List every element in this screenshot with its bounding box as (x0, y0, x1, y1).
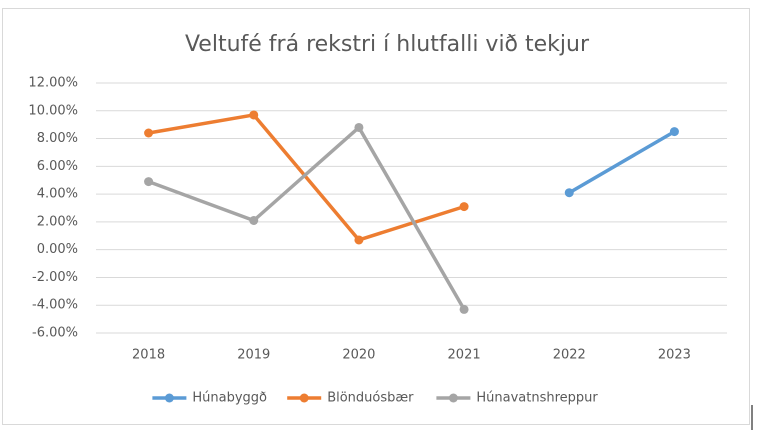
legend-marker (448, 393, 458, 403)
y-tick-label: -6.00% (32, 326, 78, 341)
y-tick-label: 4.00% (37, 187, 78, 202)
data-point (669, 127, 679, 137)
data-point (354, 122, 364, 132)
data-point (459, 304, 469, 314)
data-point (249, 110, 259, 120)
series-line (568, 130, 676, 195)
data-point (144, 177, 154, 187)
data-point (249, 216, 259, 225)
x-tick-label: 2020 (342, 348, 375, 363)
x-tick-label: 2019 (237, 348, 270, 363)
x-tick-label: 2021 (448, 348, 481, 363)
legend-label: Blönduósbær (327, 391, 414, 406)
y-tick-label: 0.00% (37, 242, 78, 257)
y-tick-label: 12.00% (28, 76, 78, 91)
legend-label: Húnavatnshreppur (476, 391, 598, 406)
y-tick-label: 8.00% (37, 131, 78, 146)
series-line (148, 113, 465, 242)
series-line (147, 125, 466, 311)
data-point (459, 202, 469, 212)
legend-label: Húnabyggð (192, 391, 267, 406)
x-tick-label: 2018 (132, 348, 165, 363)
data-point (144, 128, 154, 138)
data-point (564, 188, 574, 198)
legend-marker (299, 393, 309, 403)
y-tick-label: 2.00% (37, 214, 78, 229)
y-tick-label: 10.00% (28, 103, 78, 118)
y-tick-label: -4.00% (32, 298, 78, 313)
y-tick-label: 6.00% (37, 159, 78, 174)
data-point (354, 235, 364, 245)
legend-marker (164, 393, 174, 403)
x-tick-label: 2022 (553, 348, 586, 363)
x-tick-label: 2023 (658, 348, 691, 363)
chart-title: Veltufé frá rekstri í hlutfalli við tekj… (185, 32, 590, 57)
y-tick-label: -2.00% (32, 270, 78, 285)
chart-border (2, 8, 750, 425)
